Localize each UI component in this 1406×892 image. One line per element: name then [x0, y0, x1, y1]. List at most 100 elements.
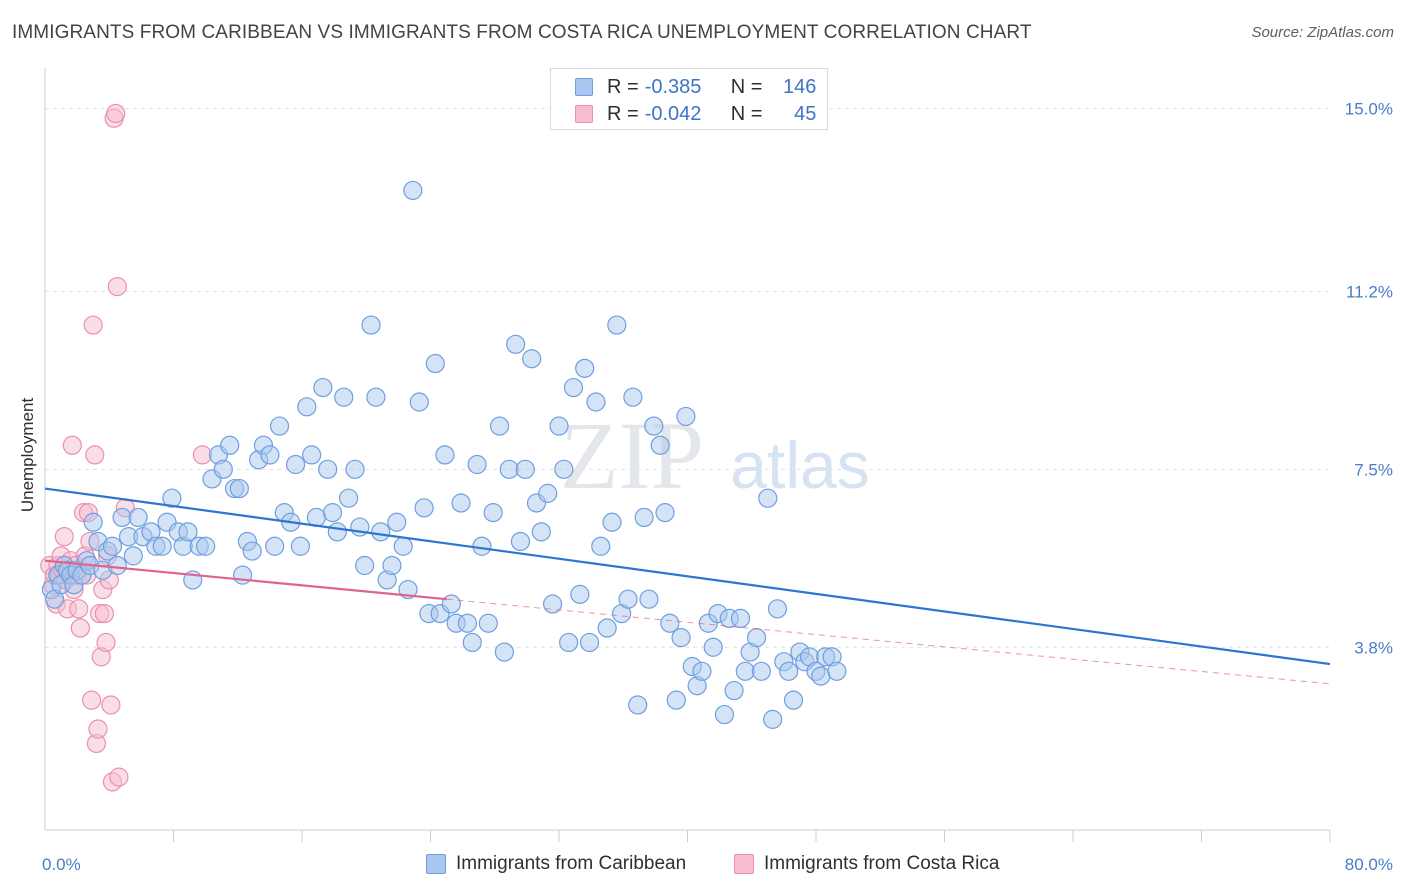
caribbean-point	[623, 387, 643, 407]
caribbean-point	[322, 503, 343, 523]
caribbean-point	[302, 445, 322, 465]
trend-lines	[44, 487, 1331, 685]
caribbean-point	[382, 555, 402, 576]
caribbean-point	[644, 416, 664, 436]
caribbean-point	[554, 459, 574, 479]
caribbean-point	[494, 642, 514, 662]
caribbean-point	[371, 522, 391, 542]
x-tick-label: 0.0%	[42, 855, 81, 874]
legend-item-costa-rica[interactable]: Immigrants from Costa Rica	[734, 851, 999, 877]
caribbean-point	[531, 522, 551, 542]
caribbean-point	[515, 459, 535, 479]
caribbean-point	[650, 435, 670, 455]
caribbean-point	[213, 459, 233, 479]
chart-title: IMMIGRANTS FROM CARIBBEAN VS IMMIGRANTS …	[12, 22, 1032, 43]
caribbean-point	[730, 608, 751, 629]
source-label: Source: ZipAtlas.com	[1251, 24, 1394, 41]
caribbean-point	[178, 522, 198, 542]
caribbean-point	[112, 507, 132, 528]
caribbean-point	[639, 589, 659, 609]
costa-rica-swatch	[575, 105, 593, 123]
costa-rica-point	[106, 103, 126, 124]
caribbean-point	[297, 397, 317, 417]
caribbean-point	[162, 488, 182, 508]
caribbean-point	[318, 459, 338, 479]
caribbean-point	[361, 315, 381, 335]
r-value: -0.042	[644, 102, 702, 125]
caribbean-point	[107, 555, 127, 576]
caribbean-point	[628, 695, 648, 715]
caribbean-point	[260, 445, 280, 465]
caribbean-point	[735, 661, 755, 681]
caribbean-point	[676, 406, 696, 427]
caribbean-point	[549, 416, 569, 436]
caribbean-point	[290, 536, 310, 556]
caribbean-point	[123, 546, 143, 566]
caribbean-point	[634, 507, 654, 528]
caribbean-point	[746, 628, 767, 648]
costa-rica-point	[70, 618, 90, 638]
caribbean-point	[751, 661, 771, 681]
costa-rica-point	[62, 435, 82, 455]
costa-rica-point	[54, 527, 74, 547]
caribbean-point	[666, 690, 686, 710]
costa-rica-point	[94, 603, 115, 624]
caribbean-point	[703, 637, 723, 657]
caribbean-point	[575, 358, 595, 378]
caribbean-point	[579, 632, 600, 653]
r-label: R =	[607, 75, 639, 98]
caribbean-trend-line	[44, 487, 1331, 666]
caribbean-point	[462, 632, 482, 653]
caribbean-point	[232, 565, 253, 585]
costa-rica-trend-extension	[446, 598, 1331, 685]
x-tick-label: 80.0%	[1345, 855, 1393, 874]
caribbean-point	[435, 445, 455, 465]
caribbean-point	[767, 599, 788, 619]
caribbean-point	[393, 536, 413, 556]
caribbean-point	[441, 594, 461, 614]
costa-rica-point	[96, 632, 116, 653]
watermark-atlas: atlas	[730, 428, 869, 502]
caribbean-point	[758, 488, 778, 508]
legend-item-caribbean[interactable]: Immigrants from Caribbean	[426, 851, 686, 877]
y-tick-label: 3.8%	[1354, 638, 1393, 657]
caribbean-point	[563, 377, 584, 398]
series-costa-rica-points	[40, 103, 213, 792]
caribbean-point	[338, 488, 359, 508]
caribbean-point	[510, 531, 531, 552]
caribbean-point	[602, 512, 622, 532]
caribbean-point	[220, 435, 240, 455]
caribbean-point	[538, 483, 558, 503]
caribbean-point	[152, 536, 172, 556]
n-value: 146	[783, 75, 817, 98]
costa-rica-point	[83, 315, 103, 335]
y-tick-label: 7.5%	[1354, 460, 1393, 479]
caribbean-legend-label: Immigrants from Caribbean	[456, 853, 687, 874]
y-tick-label: 15.0%	[1345, 100, 1393, 119]
gridlines	[45, 108, 1330, 648]
caribbean-point	[387, 512, 407, 532]
legend-row-caribbean: R = -0.385 N = 146	[575, 74, 816, 100]
caribbean-point	[827, 661, 847, 681]
caribbean-point	[366, 387, 386, 407]
caribbean-point	[102, 536, 123, 556]
caribbean-point	[467, 454, 487, 475]
caribbean-point	[483, 503, 503, 523]
caribbean-swatch	[575, 78, 593, 96]
axes	[44, 68, 1331, 842]
costa-rica-point	[85, 445, 105, 465]
caribbean-point	[489, 416, 510, 436]
caribbean-point	[327, 522, 347, 542]
caribbean-point	[779, 661, 799, 681]
caribbean-point	[414, 498, 434, 518]
caribbean-point	[597, 618, 617, 638]
caribbean-point	[472, 536, 492, 556]
series-caribbean-points	[41, 180, 847, 729]
caribbean-point	[265, 536, 285, 556]
r-value: -0.385	[644, 75, 702, 98]
costa-rica-point	[192, 445, 213, 465]
caribbean-point	[478, 613, 498, 633]
caribbean-point	[313, 377, 333, 398]
caribbean-point	[345, 459, 365, 479]
caribbean-point	[334, 387, 354, 407]
